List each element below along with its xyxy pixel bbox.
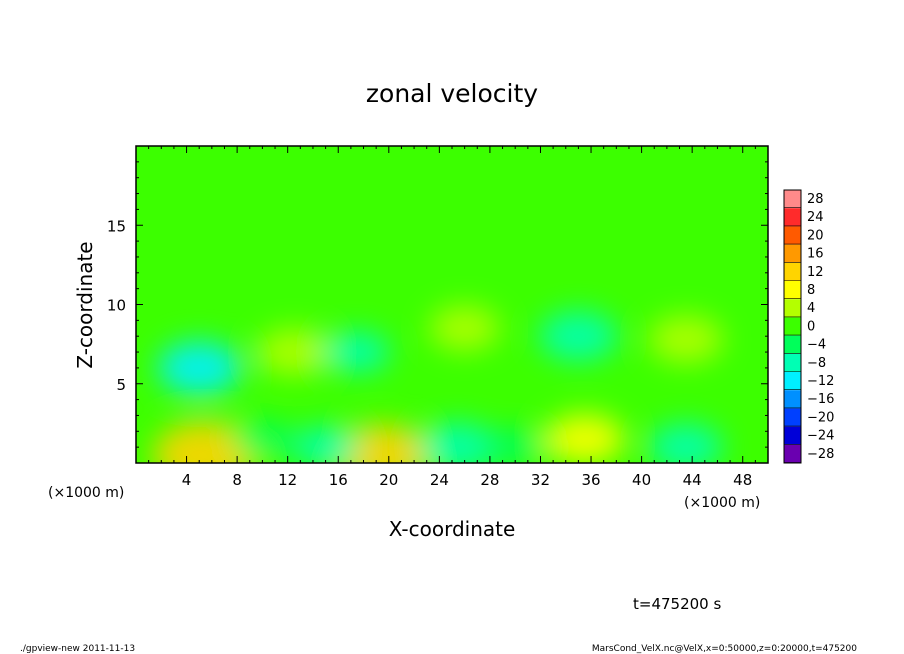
- x-tick-label: 40: [632, 471, 651, 489]
- x-tick-label: 20: [379, 471, 398, 489]
- heatmap-feature-10: [648, 423, 724, 463]
- colorbar-swatch: [784, 281, 801, 300]
- colorbar-swatch: [784, 299, 801, 318]
- heatmap-feature-11: [292, 426, 359, 463]
- colorbar-label: −16: [807, 392, 834, 407]
- heatmap-background: [136, 146, 768, 463]
- x-tick-label: 44: [683, 471, 702, 489]
- heatmap-feature-4: [429, 305, 500, 351]
- x-unit-right: (×1000 m): [684, 495, 760, 511]
- colorbar-label: 28: [807, 192, 824, 207]
- heatmap-feature-2: [545, 414, 625, 463]
- x-tick-label: 16: [329, 471, 348, 489]
- x-tick-label: 36: [581, 471, 600, 489]
- colorbar-swatch: [784, 190, 801, 209]
- colorbar-label: 4: [807, 301, 815, 316]
- x-tick-label: 4: [182, 471, 192, 489]
- heatmap-feature-8: [538, 311, 619, 362]
- colorbar-label: −24: [807, 429, 834, 444]
- colorbar-swatch: [784, 426, 801, 445]
- colorbar-frame: [783, 189, 802, 464]
- colorbar-swatch: [784, 408, 801, 427]
- x-tick-label: 24: [430, 471, 449, 489]
- x-unit-left: (×1000 m): [48, 485, 124, 501]
- heatmap-feature-1: [334, 424, 431, 463]
- colorbar-swatch: [784, 262, 801, 281]
- y-tick-label: 15: [107, 217, 126, 235]
- colorbar-swatch: [784, 372, 801, 391]
- y-tick-label: 10: [107, 297, 126, 315]
- colorbar-label: −4: [807, 338, 826, 353]
- colorbar-swatch: [784, 444, 801, 463]
- colorbar-swatch: [784, 353, 801, 372]
- heatmap-feature-6: [157, 341, 241, 395]
- x-axis-label: X-coordinate: [389, 517, 516, 541]
- colorbar-label: 0: [807, 319, 815, 334]
- time-stamp: t=475200 s: [633, 595, 721, 613]
- colorbar-label: −20: [807, 410, 834, 425]
- colorbar-swatch: [784, 208, 801, 227]
- heatmap-feature-7: [324, 331, 391, 374]
- colorbar-label: 12: [807, 265, 824, 280]
- x-tick-label: 8: [232, 471, 242, 489]
- heatmap-feature-5: [648, 315, 724, 364]
- colorbar-label: 16: [807, 247, 824, 262]
- colorbar-swatch: [784, 317, 801, 336]
- heatmap-feature-3: [256, 328, 332, 376]
- colorbar-label: 20: [807, 228, 824, 243]
- heatmap-feature-12: [231, 419, 294, 459]
- colorbar-label: 24: [807, 210, 824, 225]
- x-tick-label: 12: [278, 471, 297, 489]
- colorbar-label: −28: [807, 447, 834, 462]
- colorbar-swatch: [784, 226, 801, 245]
- colorbar-label: −12: [807, 374, 834, 389]
- x-tick-label: 28: [480, 471, 499, 489]
- colorbar-label: −8: [807, 356, 826, 371]
- footer-right: MarsCond_VelX.nc@VelX,x=0:50000,z=0:2000…: [592, 644, 857, 654]
- colorbar-swatch: [784, 335, 801, 354]
- chart-title: zonal velocity: [366, 79, 538, 108]
- colorbar-label: 8: [807, 283, 815, 298]
- y-axis-label: Z-coordinate: [73, 241, 97, 368]
- heatmap-feature-13: [484, 427, 546, 463]
- colorbar-swatch: [784, 244, 801, 263]
- y-tick-label: 5: [116, 376, 126, 394]
- colorbar: 28 24 20 16 12 8 4 0 −4 −8 −12 −16 −20 −24 −28: [783, 189, 834, 464]
- colorbar-swatch: [784, 390, 801, 409]
- x-tick-label: 32: [531, 471, 550, 489]
- x-tick-label: 48: [733, 471, 752, 489]
- footer-left: ./gpview-new 2011-11-13: [20, 644, 135, 654]
- heatmap-feature-9: [418, 421, 498, 463]
- heatmap-feature-0: [152, 421, 259, 463]
